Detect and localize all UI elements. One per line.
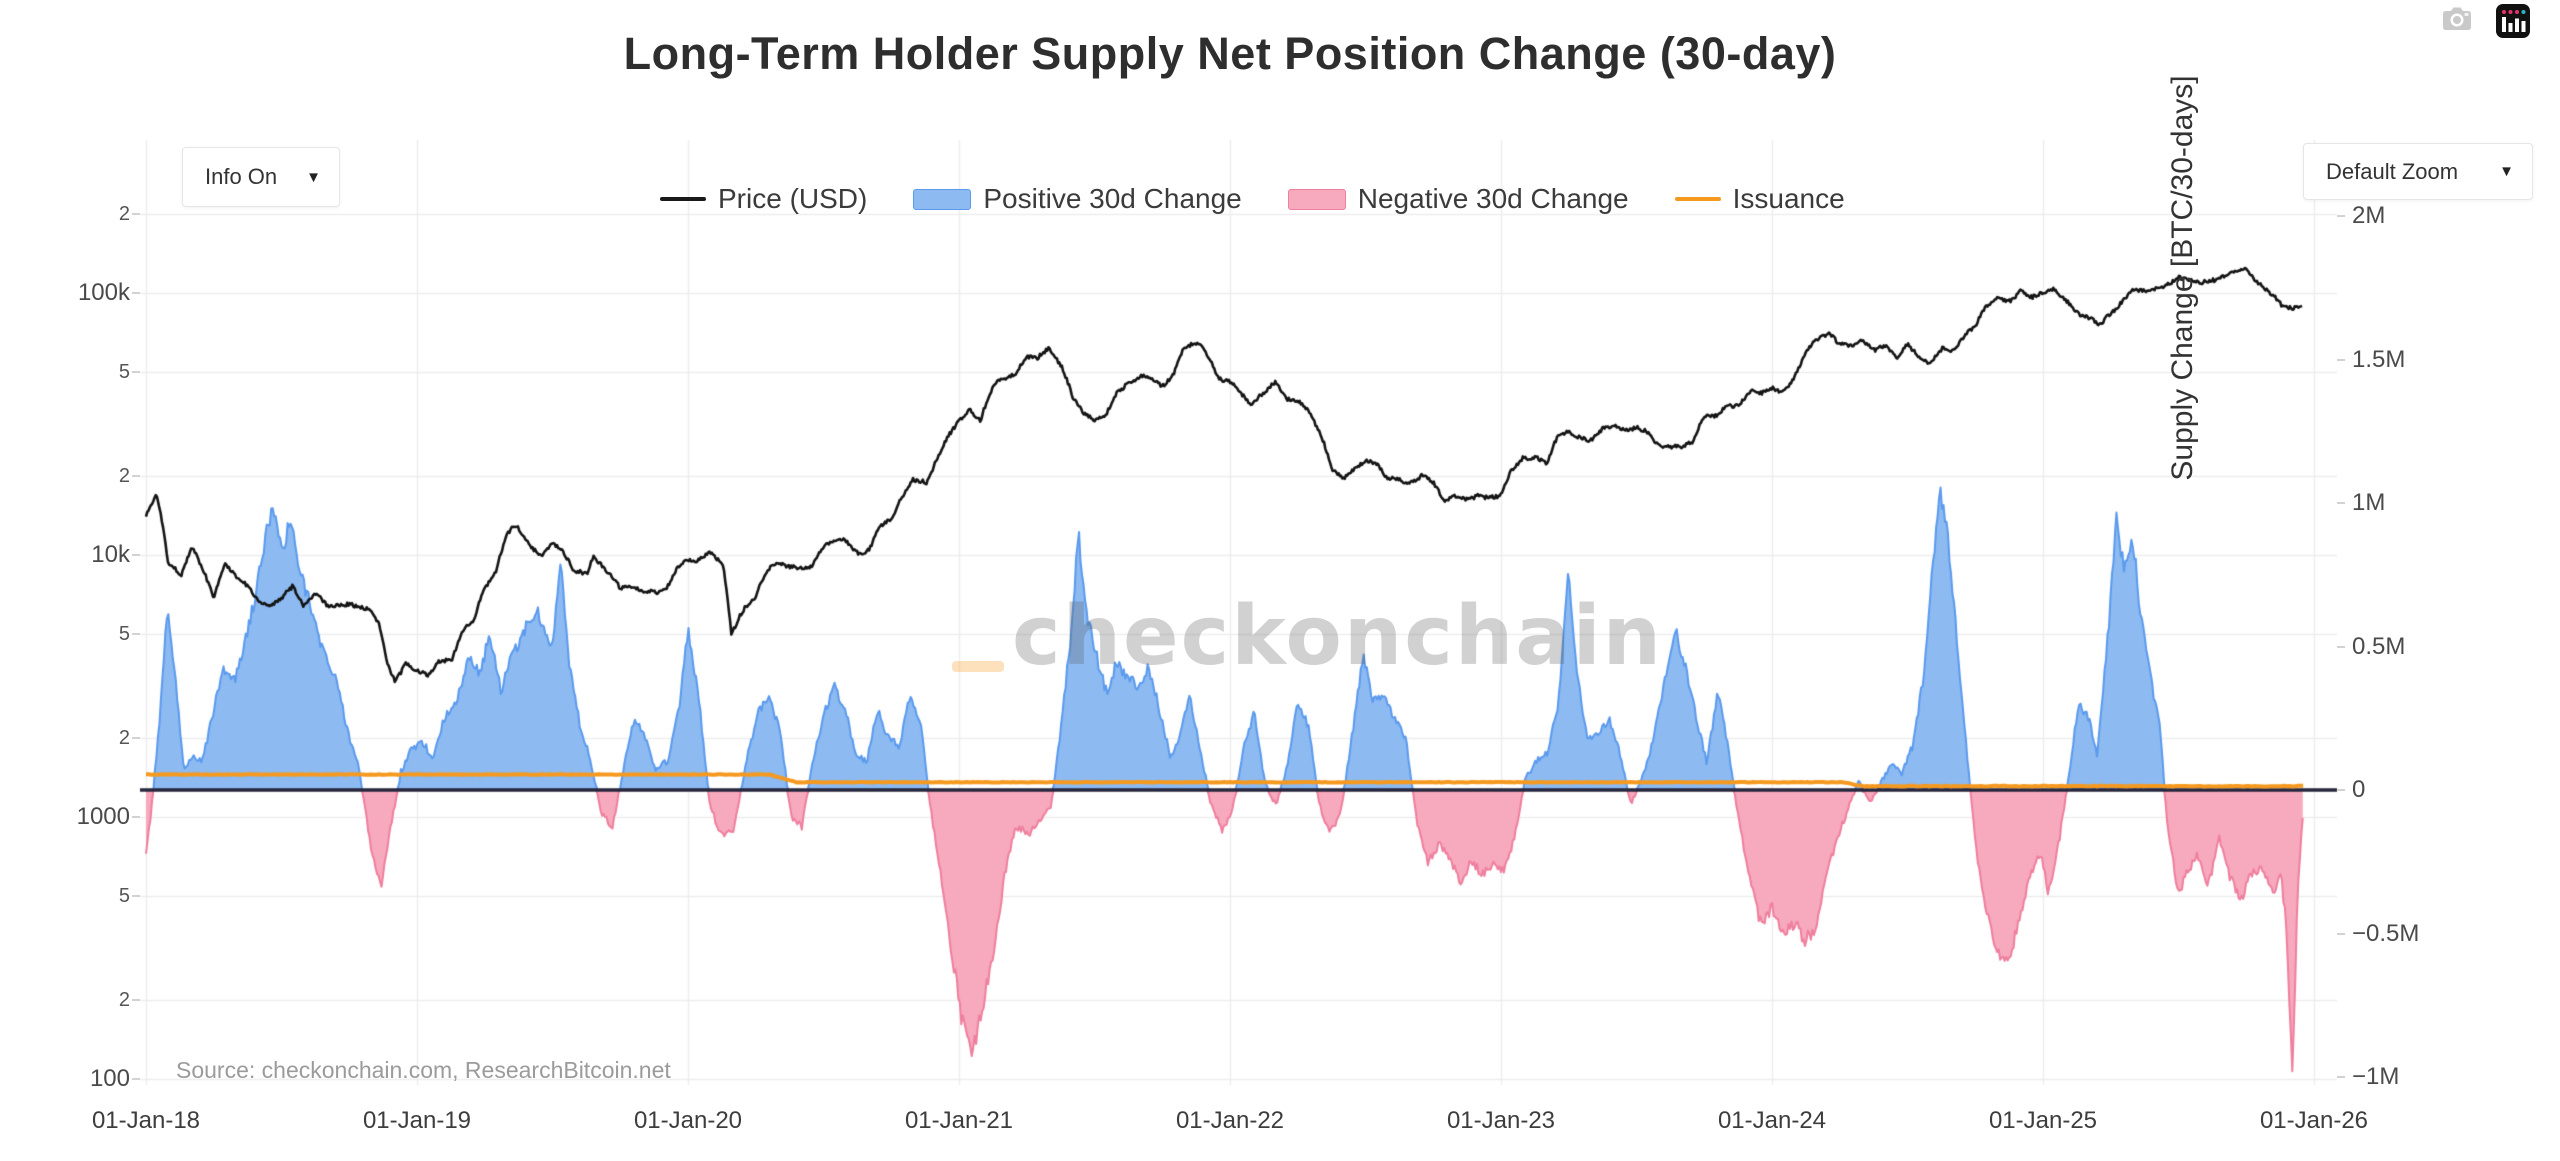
legend-label: Price (USD) [718, 183, 868, 214]
y-right-tick-label: 1M [2352, 489, 2386, 516]
chevron-down-icon: ▼ [306, 168, 321, 186]
y-left-tick-label: 5 [118, 360, 130, 383]
y-left-tick-mark [132, 816, 140, 818]
y-axis-right-title: Supply Change [BTC/30-days] [2166, 75, 2199, 481]
y-left-tick-label: 2 [118, 465, 130, 488]
chart-logo-icon[interactable] [2496, 4, 2530, 43]
chevron-down-icon: ▼ [2499, 163, 2514, 180]
y-right-tick-label: 1.5M [2352, 345, 2406, 373]
x-tick-label: 01-Jan-20 [633, 1107, 743, 1134]
legend-label: Negative 30d Change [1357, 183, 1629, 214]
legend-label: Positive 30d Change [983, 183, 1242, 214]
y-left-tick-label: 10k [91, 541, 130, 568]
y-right-tick-mark [2337, 932, 2345, 935]
legend-item-positive-change[interactable]: Positive 30d Change [913, 183, 1242, 215]
y-right-tick-label: −1M [2352, 1063, 2400, 1090]
y-right-tick-mark [2337, 358, 2345, 361]
x-tick-label: 01-Jan-18 [91, 1107, 201, 1134]
y-left-tick-mark [132, 894, 140, 897]
y-left-tick-label: 100 [89, 1065, 130, 1092]
y-left-tick-mark [132, 213, 140, 216]
issuance-line-swatch [1674, 197, 1721, 201]
y-right-tick-mark [2337, 1076, 2345, 1078]
legend-label: Issuance [1732, 183, 1845, 214]
y-right-tick-label: −0.5M [2352, 919, 2420, 947]
y-right-tick-label: 0 [2352, 776, 2366, 803]
y-left-tick-mark [132, 475, 140, 478]
price-line-swatch [660, 197, 706, 201]
x-tick-label: 01-Jan-23 [1446, 1107, 1556, 1134]
y-left-tick-label: 5 [118, 884, 130, 907]
legend: Price (USD) Positive 30d Change Negative… [660, 183, 1845, 215]
y-right-tick-label: 2M [2352, 202, 2386, 229]
legend-item-negative-change[interactable]: Negative 30d Change [1287, 183, 1629, 215]
y-right-tick-mark [2337, 502, 2345, 504]
legend-item-price[interactable]: Price (USD) [660, 183, 867, 215]
y-left-tick-label: 1000 [76, 803, 130, 830]
zoom-preset-value: Default Zoom [2326, 158, 2459, 184]
y-left-tick-label: 100k [77, 279, 130, 306]
page-title: Long-Term Holder Supply Net Position Cha… [623, 28, 1837, 79]
y-left-tick-mark [132, 370, 140, 373]
x-tick-label: 01-Jan-21 [904, 1107, 1014, 1134]
zoom-preset-dropdown[interactable]: Default Zoom ▼ [2303, 143, 2533, 200]
legend-item-issuance[interactable]: Issuance [1674, 183, 1845, 215]
y-left-tick-mark [132, 292, 140, 294]
positive-fill-swatch [913, 188, 972, 210]
y-left-tick-mark [132, 632, 140, 635]
camera-icon[interactable] [2440, 4, 2474, 39]
y-left-tick-label: 2 [118, 203, 130, 226]
y-left-tick-mark [132, 1078, 140, 1080]
x-tick-label: 01-Jan-26 [2259, 1107, 2369, 1134]
y-left-tick-label: 5 [118, 622, 130, 645]
chart-toolbar [2440, 4, 2530, 43]
y-right-tick-mark [2337, 215, 2345, 217]
y-left-tick-label: 2 [118, 989, 130, 1012]
x-tick-label: 01-Jan-22 [1175, 1107, 1285, 1134]
y-left-tick-label: 2 [118, 727, 130, 750]
info-toggle-dropdown[interactable]: Info On ▼ [182, 147, 340, 207]
info-toggle-value: Info On [205, 164, 278, 189]
y-left-tick-mark [132, 999, 140, 1002]
y-right-tick-mark [2337, 645, 2345, 648]
y-left-tick-mark [132, 737, 140, 740]
y-left-tick-mark [132, 554, 140, 556]
negative-fill-swatch [1287, 188, 1346, 210]
y-right-tick-label: 0.5M [2352, 632, 2406, 660]
x-tick-label: 01-Jan-19 [362, 1107, 472, 1134]
source-note: Source: checkonchain.com, ResearchBitcoi… [176, 1057, 671, 1083]
x-tick-label: 01-Jan-24 [1717, 1107, 1827, 1134]
x-tick-label: 01-Jan-25 [1988, 1107, 2098, 1134]
y-right-tick-mark [2337, 789, 2345, 791]
